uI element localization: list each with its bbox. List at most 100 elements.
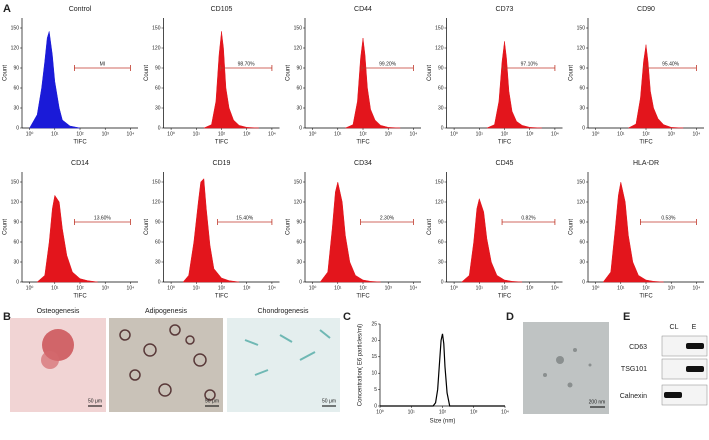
- y-tick-label: 90: [155, 65, 161, 71]
- x-tick-label: 10³: [470, 409, 478, 415]
- chart-title: CD14: [71, 160, 89, 167]
- y-axis-label: Count: [427, 219, 433, 235]
- x-tick-label: 10²: [76, 131, 84, 137]
- x-axis-label: TIFC: [356, 140, 370, 146]
- y-tick-label: 30: [579, 259, 585, 265]
- y-tick-label: 60: [296, 239, 302, 245]
- y-axis-label: Concentration( E6 particles/ml): [358, 324, 364, 406]
- y-tick-label: 90: [296, 65, 302, 71]
- histogram: [486, 41, 542, 129]
- chart-title: CD90: [637, 6, 655, 13]
- scale-label: 200 nm: [589, 399, 606, 405]
- y-tick-label: 15: [371, 354, 377, 360]
- histogram: [602, 181, 664, 283]
- x-tick-label: 10⁴: [268, 131, 276, 137]
- x-tick-label: 10⁴: [551, 131, 559, 137]
- chart-title: CD45: [496, 160, 514, 167]
- y-tick-label: 60: [13, 239, 19, 245]
- y-tick-label: 60: [155, 85, 161, 91]
- histogram: [628, 44, 684, 129]
- gate-label: 2.30%: [380, 215, 395, 221]
- gate-label: 97.10%: [521, 61, 539, 67]
- chart-title: HLA-DR: [633, 160, 659, 167]
- x-tick-label: 10³: [668, 285, 676, 291]
- x-tick-label: 10²: [359, 131, 367, 137]
- y-tick-label: 60: [579, 85, 585, 91]
- y-tick-label: 150: [152, 179, 161, 185]
- x-tick-label: 10⁴: [693, 285, 701, 291]
- x-tick-label: 10²: [218, 285, 226, 291]
- x-tick-label: 10²: [642, 131, 650, 137]
- x-tick-label: 10³: [102, 285, 110, 291]
- x-tick-label: 10⁴: [127, 285, 135, 291]
- gate-label: 13.60%: [94, 215, 112, 221]
- y-tick-label: 60: [296, 85, 302, 91]
- x-tick-label: 10¹: [476, 285, 484, 291]
- x-tick-label: 10⁴: [551, 285, 559, 291]
- histogram: [182, 178, 240, 283]
- y-tick-label: 150: [294, 179, 303, 185]
- chondrogenesis-image: [227, 318, 340, 412]
- y-tick-label: 120: [294, 45, 303, 51]
- y-tick-label: 150: [11, 179, 20, 185]
- y-axis-label: Count: [569, 65, 575, 81]
- y-tick-label: 60: [579, 239, 585, 245]
- x-tick-label: 10⁰: [309, 131, 317, 137]
- x-tick-label: 10⁰: [450, 285, 458, 291]
- y-tick-label: 120: [11, 199, 20, 205]
- image-title: Adipogenesis: [145, 308, 188, 315]
- x-tick-label: 10⁰: [376, 409, 384, 415]
- x-tick-label: 10¹: [476, 131, 484, 137]
- y-tick-label: 0: [16, 125, 19, 131]
- lane-label: E: [692, 324, 697, 331]
- y-tick-label: 0: [299, 125, 302, 131]
- y-tick-label: 120: [435, 45, 444, 51]
- x-axis-label: TIFC: [73, 294, 87, 300]
- x-axis-label: TIFC: [215, 294, 229, 300]
- y-tick-label: 30: [155, 259, 161, 265]
- y-tick-label: 120: [577, 199, 586, 205]
- x-tick-label: 10¹: [193, 131, 201, 137]
- y-tick-label: 150: [152, 25, 161, 31]
- scale-label: 50 μm: [322, 398, 336, 404]
- y-axis-label: Count: [286, 219, 292, 235]
- y-axis-label: Count: [144, 65, 150, 81]
- y-tick-label: 0: [299, 279, 302, 285]
- x-axis-label: TIFC: [356, 294, 370, 300]
- panel-label: A: [3, 3, 11, 15]
- y-tick-label: 0: [441, 125, 444, 131]
- y-tick-label: 150: [294, 25, 303, 31]
- histogram: [345, 37, 401, 129]
- x-tick-label: 10⁰: [592, 131, 600, 137]
- panel-label: E: [623, 311, 630, 323]
- y-tick-label: 150: [577, 179, 586, 185]
- chart-title: Control: [69, 6, 92, 13]
- histogram: [461, 197, 523, 283]
- y-tick-label: 120: [577, 45, 586, 51]
- y-tick-label: 90: [438, 219, 444, 225]
- y-tick-label: 25: [371, 321, 377, 327]
- protein-label: Calnexin: [620, 393, 647, 400]
- y-tick-label: 0: [16, 279, 19, 285]
- x-tick-label: 10²: [218, 131, 226, 137]
- y-tick-label: 30: [438, 259, 444, 265]
- blot: [661, 335, 708, 406]
- y-tick-label: 150: [435, 179, 444, 185]
- x-tick-label: 10²: [359, 285, 367, 291]
- panel-label: D: [506, 311, 514, 323]
- chart-title: CD34: [354, 160, 372, 167]
- x-tick-label: 10²: [439, 409, 447, 415]
- x-tick-label: 10²: [501, 285, 509, 291]
- y-tick-label: 30: [13, 259, 19, 265]
- chart-title: CD19: [213, 160, 231, 167]
- line: [380, 333, 505, 407]
- x-tick-label: 10²: [76, 285, 84, 291]
- y-tick-label: 30: [296, 259, 302, 265]
- y-tick-label: 90: [296, 219, 302, 225]
- stain: [244, 329, 331, 376]
- y-tick-label: 30: [13, 105, 19, 111]
- y-tick-label: 90: [13, 65, 19, 71]
- gate-label: MI: [100, 61, 106, 67]
- x-tick-label: 10⁰: [167, 285, 175, 291]
